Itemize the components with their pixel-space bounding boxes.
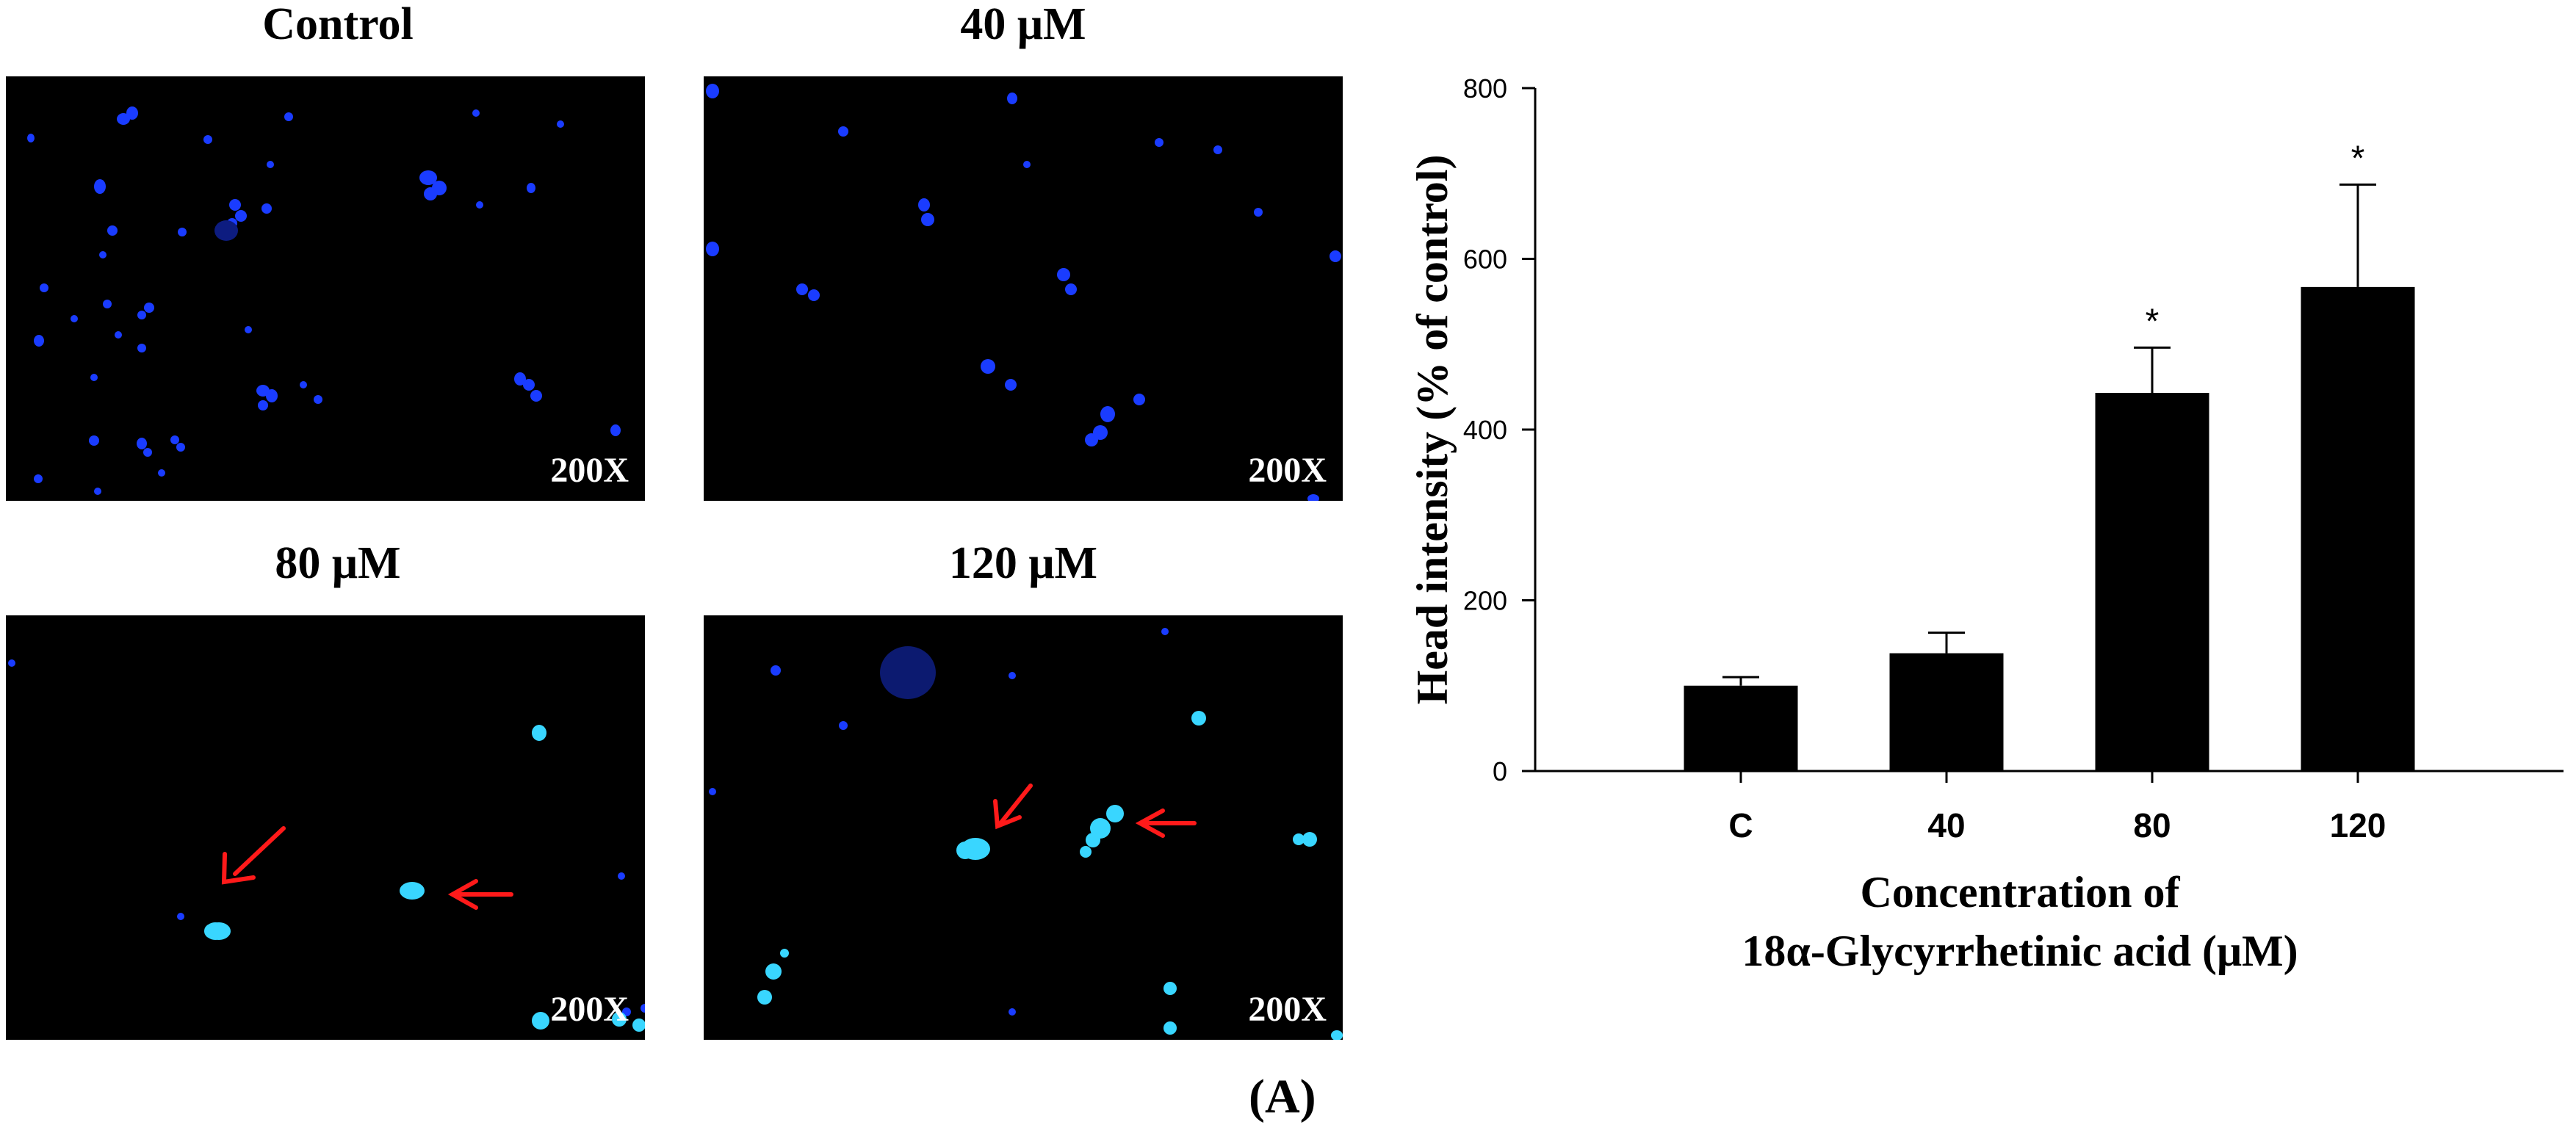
magnification-label: 200X — [1248, 990, 1327, 1029]
x-tick-label: C — [1728, 806, 1753, 844]
x-axis-label-line1: Concentration of — [1861, 868, 2181, 916]
panel-title-80um: 80 μM — [275, 538, 401, 588]
bar — [1889, 653, 2004, 771]
bar — [2095, 393, 2209, 771]
micrograph-control-cells — [27, 106, 621, 495]
figure-label: (A) — [1249, 1070, 1316, 1124]
arrow-2-head — [1135, 808, 1165, 838]
micrograph-40um: 200X — [704, 76, 1343, 501]
arrow-1-head — [993, 799, 1022, 830]
y-ticks-group: 0 200 400 600 800 — [1463, 73, 1535, 786]
arrow-1-head — [221, 852, 256, 885]
arrow-1 — [233, 826, 286, 876]
y-tick-label: 200 — [1463, 586, 1507, 616]
x-tick-label: 80 — [2133, 806, 2171, 844]
y-axis-label: Head intensity (% of control) — [1408, 155, 1457, 705]
panel-title-120um: 120 μM — [948, 538, 1098, 588]
x-axis-label-line2: 18α-Glycyrrhetinic acid (μM) — [1742, 927, 2298, 975]
arrow-2-head — [447, 879, 478, 910]
micrograph-80um: 200X — [6, 615, 645, 1040]
bars-group — [1684, 286, 2415, 771]
significance-marker: * — [2146, 302, 2160, 341]
error-bars-group — [1722, 183, 2376, 686]
significance-marker: * — [2351, 139, 2365, 178]
micrograph-120um-cells — [709, 628, 1343, 1040]
arrow-1 — [999, 784, 1033, 825]
panel-title-control: Control — [262, 0, 414, 49]
x-tick-label: 120 — [2330, 806, 2386, 844]
magnification-label: 200X — [550, 451, 629, 490]
micrograph-control: 200X — [6, 76, 645, 501]
y-tick-label: 0 — [1493, 756, 1507, 786]
bar — [1684, 685, 1798, 771]
micrograph-40um-cells — [706, 84, 1341, 501]
micrograph-80um-cells — [8, 659, 645, 1032]
magnification-label: 200X — [550, 990, 629, 1029]
y-tick-label: 600 — [1463, 245, 1507, 275]
micrograph-120um: 200X — [704, 615, 1343, 1040]
significance-group: ** — [2146, 139, 2365, 341]
y-tick-label: 400 — [1463, 415, 1507, 445]
magnification-label: 200X — [1248, 451, 1327, 490]
panel-title-40um: 40 μM — [960, 0, 1086, 49]
x-ticks-group: C 40 80 120 — [1728, 771, 2386, 844]
x-tick-label: 40 — [1927, 806, 1965, 844]
bar — [2301, 286, 2415, 771]
y-tick-label: 800 — [1463, 73, 1507, 104]
